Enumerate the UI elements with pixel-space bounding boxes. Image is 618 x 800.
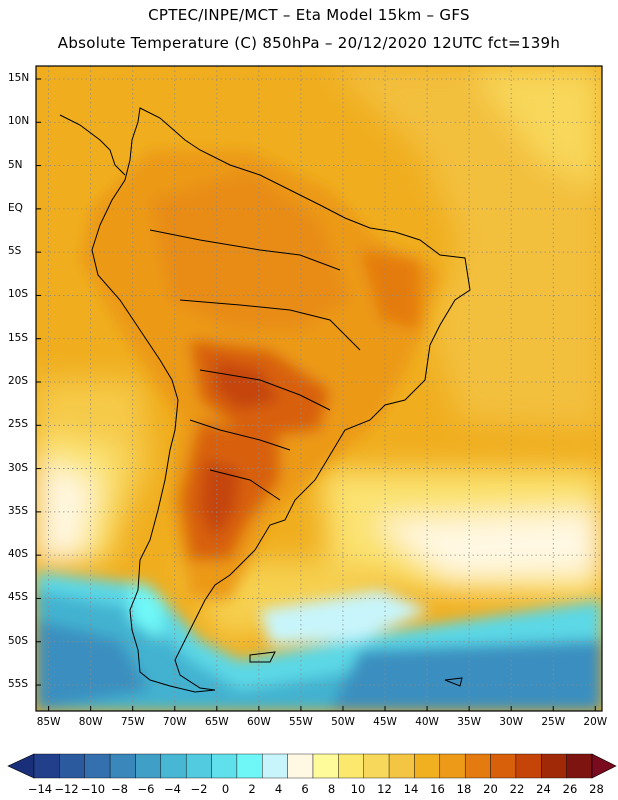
colorbar-swatch (414, 753, 441, 779)
colorbar-label: 8 (327, 782, 336, 796)
colorbar-swatch (59, 753, 85, 779)
colorbar-swatch (262, 753, 288, 779)
lon-label: 20W (583, 716, 608, 728)
lon-label: 80W (78, 716, 103, 728)
lon-label: 65W (204, 716, 229, 728)
colorbar-label: 22 (509, 782, 525, 796)
lat-label: 15N (8, 71, 30, 84)
lon-label: 25W (541, 716, 566, 728)
lat-label: 45S (8, 591, 29, 604)
lon-label: 45W (373, 716, 397, 728)
colorbar-label: 12 (377, 782, 392, 796)
colorbar-label: 0 (221, 782, 230, 796)
lat-label: 35S (8, 504, 29, 517)
colorbar-label: −4 (164, 782, 181, 796)
lat-label: 10S (8, 288, 29, 301)
colorbar-label: −6 (137, 782, 155, 796)
temperature-field (36, 66, 602, 711)
colorbar-swatch (185, 753, 212, 779)
lon-label: 70W (162, 716, 187, 728)
colorbar-swatch (211, 753, 238, 779)
colorbar-swatch (388, 753, 415, 779)
colorbar-label: 10 (350, 782, 366, 796)
lat-label: 5S (8, 245, 22, 258)
colorbar-swatch (363, 753, 390, 779)
colorbar-swatch (236, 753, 263, 779)
lat-label: 40S (8, 548, 29, 561)
lat-label: 5N (8, 158, 23, 171)
colorbar-label: 16 (430, 782, 445, 796)
lat-label: 15S (8, 331, 29, 344)
colorbar-swatch (84, 753, 111, 779)
axis-ticks (36, 78, 596, 711)
lat-label: 20S (8, 375, 29, 387)
lon-label: 30W (499, 716, 524, 728)
lon-label: 55W (289, 716, 313, 728)
colorbar-over-arrow (591, 753, 617, 779)
colorbar-swatch (439, 753, 466, 779)
colorbar-label: 26 (562, 782, 578, 796)
lon-label: 60W (246, 716, 271, 728)
lat-label: 30S (8, 461, 29, 474)
colorbar-label: −12 (54, 782, 79, 796)
lon-label: 35W (457, 716, 481, 728)
colorbar-swatch (109, 753, 136, 779)
colorbar-label: −14 (27, 782, 53, 796)
colorbar-swatch (515, 753, 542, 779)
colorbar-swatch (566, 753, 593, 779)
coastline (59, 107, 471, 693)
colorbar-label: 2 (248, 782, 256, 796)
chart-title: CPTEC/INPE/MCT – Eta Model 15km – GFS (148, 6, 470, 24)
colorbar-under-arrow (7, 753, 35, 779)
colorbar-label: 18 (456, 782, 472, 796)
lat-label: 25S (8, 418, 29, 431)
colorbar-swatch (338, 753, 364, 779)
colorbar-swatch (135, 753, 162, 779)
lon-label: 50W (331, 716, 355, 728)
lat-label: 10N (8, 115, 30, 128)
colorbar-label: 20 (483, 782, 498, 796)
chart-subtitle: Absolute Temperature (C) 850hPa – 20/12/… (57, 34, 561, 52)
colorbar-swatch (464, 753, 491, 779)
lat-label: EQ (8, 201, 23, 214)
colorbar-label: −10 (80, 782, 106, 796)
colorbar-swatch (33, 753, 60, 779)
colorbar-label: −2 (190, 782, 208, 796)
colorbar-label: 14 (403, 782, 419, 796)
colorbar-swatch (287, 753, 314, 779)
lat-label: 55S (8, 678, 29, 691)
colorbar-swatch (160, 753, 187, 779)
lon-label: 85W (36, 716, 61, 728)
colorbar-label: 28 (589, 782, 604, 796)
lat-label: 50S (8, 634, 29, 647)
lon-label: 75W (120, 716, 145, 728)
colorbar-label: 4 (274, 782, 283, 796)
lon-label: 40W (415, 716, 439, 728)
colorbar-swatch (541, 753, 567, 779)
colorbar-swatch (312, 753, 339, 779)
colorbar-label: 24 (536, 782, 551, 796)
colorbar-label: 6 (301, 782, 309, 796)
map-frame (35, 65, 603, 712)
colorbar-label: −8 (111, 782, 128, 796)
colorbar (7, 753, 617, 779)
colorbar-swatch (490, 753, 517, 779)
